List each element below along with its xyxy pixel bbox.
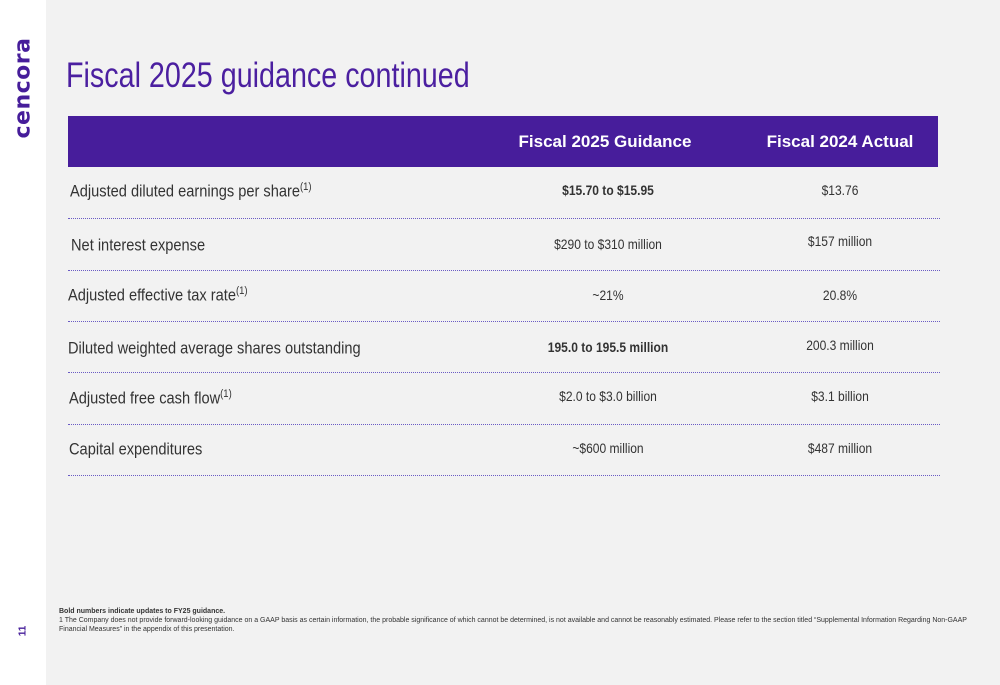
table-row: Net interest expense $290 to $310 millio… [68,219,940,271]
footnote-ref: (1) [300,181,312,193]
table-row: Adjusted effective tax rate(1) ~21% 20.8… [68,270,940,322]
table-row: Capital expenditures ~$600 million $487 … [68,424,940,476]
bold-numbers-note: Bold numbers indicate updates to FY25 gu… [59,608,226,615]
guidance-value: $15.70 to $15.95 [562,182,654,198]
table-row: Adjusted free cash flow(1) $2.0 to $3.0 … [68,373,940,425]
guidance-value: ~21% [592,287,624,303]
actual-value: $13.76 [821,182,859,198]
footnote-1: 1 The Company does not provide forward-l… [59,617,967,633]
actual-value: $487 million [807,440,873,456]
row-label: Adjusted diluted earnings per share(1) [70,181,312,201]
footnotes: Bold numbers indicate updates to FY25 gu… [59,607,979,634]
actual-value: 200.3 million [806,337,874,353]
guidance-value: $2.0 to $3.0 billion [559,388,657,404]
actual-value: $157 million [807,233,873,249]
left-rail: cencora 11 [0,0,46,685]
page-number: 11 [17,625,29,637]
guidance-value: ~$600 million [572,440,644,456]
header-fiscal-2024: Fiscal 2024 Actual [766,132,914,151]
row-label: Adjusted effective tax rate(1) [68,285,248,305]
row-label: Adjusted free cash flow(1) [69,388,232,408]
row-label: Capital expenditures [69,439,203,459]
header-fiscal-2025: Fiscal 2025 Guidance [518,132,692,151]
page-title: Fiscal 2025 guidance continued [66,56,470,95]
table-row: Diluted weighted average shares outstand… [68,321,940,373]
row-label: Diluted weighted average shares outstand… [68,338,361,358]
guidance-value: 195.0 to 195.5 million [547,339,669,355]
actual-value: $3.1 billion [811,388,869,404]
guidance-value: $290 to $310 million [554,236,662,252]
row-label: Net interest expense [71,235,206,255]
table-header: Fiscal 2025 Guidance Fiscal 2024 Actual [68,116,938,167]
footnote-ref: (1) [220,388,232,400]
actual-value: 20.8% [822,287,858,303]
table-row: Adjusted diluted earnings per share(1) $… [68,167,940,219]
footnote-ref: (1) [235,285,248,297]
cencora-logo: cencora [10,37,36,139]
